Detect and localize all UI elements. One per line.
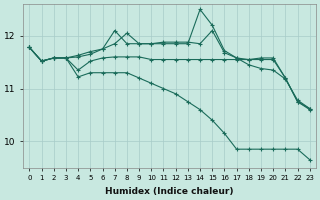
X-axis label: Humidex (Indice chaleur): Humidex (Indice chaleur) [105, 187, 234, 196]
